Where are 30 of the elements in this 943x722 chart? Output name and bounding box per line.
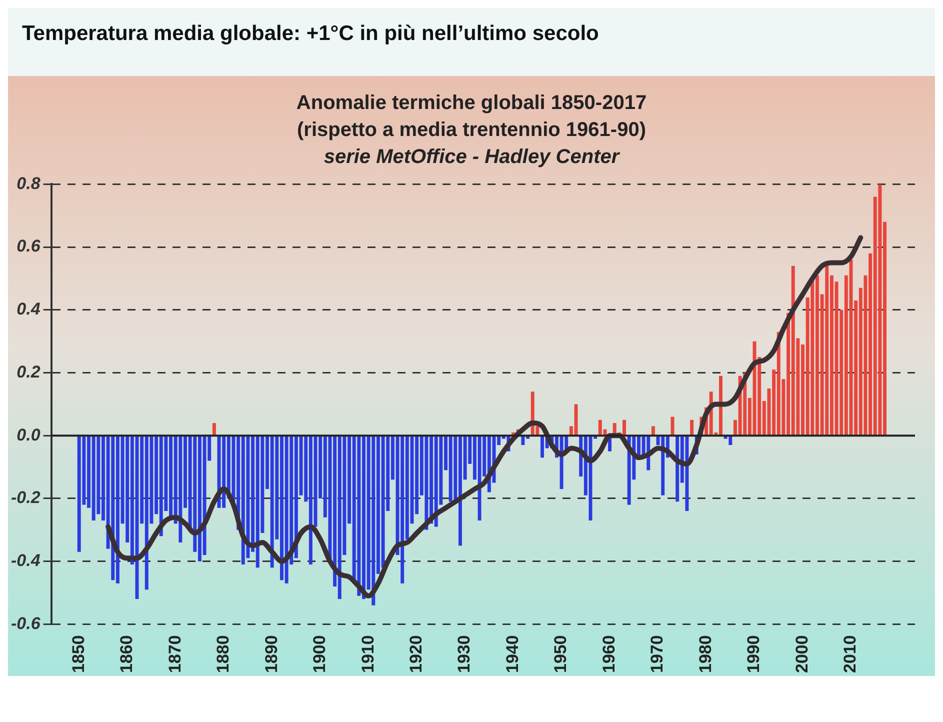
x-tick-label: 1990: [744, 635, 764, 674]
bar: [690, 420, 694, 435]
x-tick-label: 1890: [262, 635, 281, 674]
x-tick-label: 2010: [840, 635, 860, 674]
y-tick-label: -0.4: [10, 551, 41, 570]
y-tick-label: 0.4: [16, 300, 41, 319]
x-tick-label: 1870: [165, 635, 184, 674]
y-tick-label: 0.0: [16, 425, 41, 444]
chart-subtitle: Anomalie termiche globali 1850-2017 (rispetto a media trentennio 1961-90) serie MetOffice - Hadley Center: [295, 91, 648, 170]
y-tick-label: 0.8: [16, 174, 41, 193]
x-tick-label: 1920: [406, 635, 426, 674]
x-tick-label: 1880: [214, 635, 233, 674]
chart-title: Temperatura media globale: +1°C in più nell’ultimo secolo: [21, 21, 600, 47]
bar: [651, 426, 655, 435]
x-tick-label: 2000: [792, 635, 812, 674]
y-tick-label: 0.2: [16, 362, 41, 382]
x-tick-label: 1860: [117, 635, 136, 674]
x-tick-label: 1910: [358, 635, 378, 674]
x-tick-label: 1950: [551, 635, 570, 674]
x-tick-label: 1940: [502, 635, 522, 674]
x-tick-label: 1850: [68, 635, 88, 674]
x-tick-label: 1960: [599, 635, 618, 674]
x-tick-label: 1930: [454, 635, 474, 674]
x-tick-label: 1970: [648, 635, 667, 674]
y-tick-label: 0.6: [16, 236, 41, 256]
x-tick-label: 1980: [696, 635, 715, 674]
bar: [212, 423, 216, 435]
y-tick-label: -0.6: [10, 614, 41, 633]
y-tick-label: -0.2: [10, 488, 41, 508]
x-tick-label: 1900: [310, 635, 330, 674]
